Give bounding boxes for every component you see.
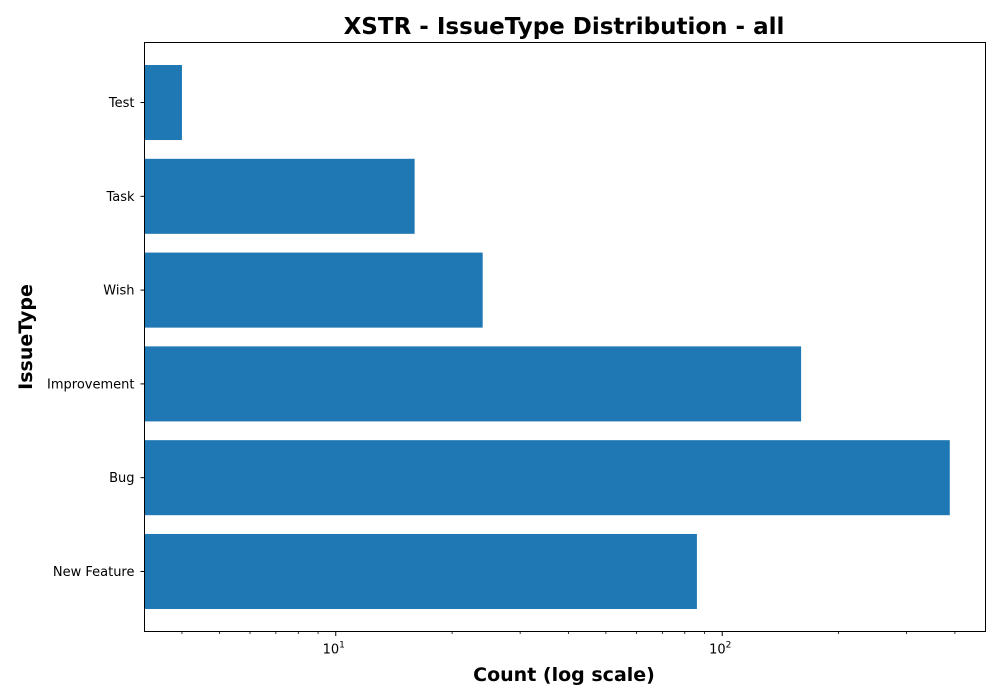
- bars-group: [144, 65, 950, 609]
- y-tick-label: Task: [105, 190, 135, 205]
- x-axis-label: Count (log scale): [473, 664, 655, 686]
- bar-wish: [144, 252, 483, 328]
- bar-new-feature: [144, 533, 697, 609]
- bar-task: [144, 158, 415, 234]
- plot-frame: [144, 42, 986, 632]
- chart-title: XSTR - IssueType Distribution - all: [344, 14, 785, 40]
- y-tick-label: Test: [108, 96, 135, 111]
- x-axis-ticks: 101 102: [181, 631, 956, 658]
- y-tick-label: Improvement: [47, 377, 134, 392]
- y-axis-label: IssueType: [15, 284, 37, 390]
- x-tick-label: 102: [709, 641, 731, 658]
- bar-bug: [144, 440, 950, 516]
- bar-test: [144, 65, 182, 141]
- y-tick-label: Bug: [109, 471, 134, 486]
- x-tick-label: 101: [323, 641, 345, 658]
- bar-improvement: [144, 346, 802, 422]
- y-axis-ticks: New Feature Bug Improvement Wish Task Test: [47, 96, 145, 580]
- y-tick-label: New Feature: [53, 565, 135, 580]
- y-tick-label: Wish: [103, 284, 134, 299]
